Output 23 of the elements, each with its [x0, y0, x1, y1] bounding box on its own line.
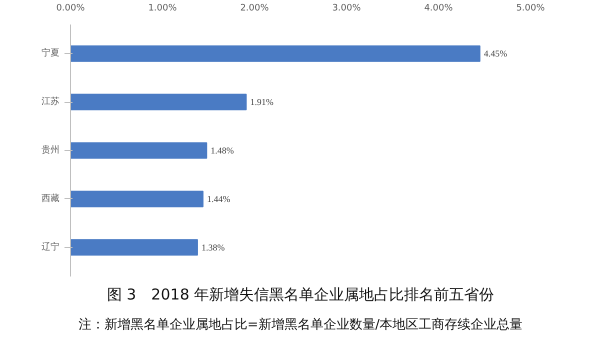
x-tick-label: 1.00% — [148, 4, 178, 14]
data-label: 4.45% — [484, 48, 508, 59]
x-tick-label: 4.00% — [424, 4, 454, 14]
x-tick-label: 5.00% — [516, 4, 546, 14]
bar — [70, 190, 204, 208]
bar — [70, 94, 247, 110]
data-label: 1.44% — [206, 194, 231, 204]
data-label: 1.91% — [250, 97, 274, 108]
bar — [70, 239, 198, 256]
data-label: 1.38% — [201, 242, 226, 252]
y-tick-label: 贵州 — [42, 144, 60, 156]
x-tick-label: 0.00% — [56, 4, 86, 14]
bar — [70, 45, 480, 62]
x-tick-label: 3.00% — [332, 4, 362, 14]
y-tick-label: 宁夏 — [42, 48, 60, 59]
text: 注：新增黑名单企业属地占比=新增黑名单企业数量/本地区工商存续企业总量 — [78, 318, 523, 332]
y-tick-label: 江苏 — [42, 96, 60, 108]
x-tick-label: 2.00% — [240, 4, 270, 14]
data-label: 1.48% — [210, 146, 234, 156]
y-tick-label: 辽宁 — [42, 241, 60, 252]
y-tick-label: 西藏 — [42, 192, 60, 204]
bar — [70, 142, 208, 159]
text: 图 3 2018 年新增失信黑名单企业属地占比排名前五省份 — [106, 286, 494, 304]
